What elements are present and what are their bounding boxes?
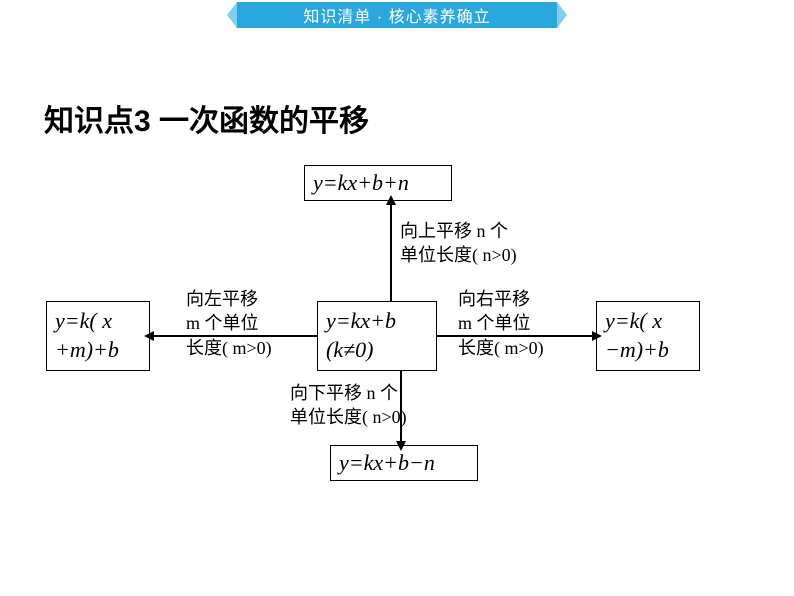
label-right-l2: m 个单位 [458, 311, 544, 335]
label-right: 向右平移 m 个单位 长度( m>0) [458, 287, 544, 360]
box-right-line2: −m)+b [605, 336, 691, 365]
header-banner: 知识清单 · 核心素养确立 [227, 2, 567, 28]
label-down-l2: 单位长度( n>0) [290, 405, 407, 429]
label-right-l3: 长度( m>0) [458, 336, 544, 360]
banner-arrow-right [557, 2, 567, 28]
banner-text: 知识清单 · 核心素养确立 [237, 2, 557, 28]
box-bottom-line1: y=kx+b−n [339, 449, 469, 478]
banner-arrow-left [227, 2, 237, 28]
box-top-line1: y=kx+b+n [313, 169, 443, 198]
translation-diagram: y=kx+b+n y=kx+b (k≠0) y=k( x +m)+b y=k( … [44, 165, 750, 485]
label-left-l1: 向左平移 [186, 287, 272, 311]
box-top: y=kx+b+n [304, 165, 452, 201]
box-left-line2: +m)+b [55, 336, 141, 365]
label-up-l2: 单位长度( n>0) [400, 243, 517, 267]
box-left-line1: y=k( x [55, 307, 141, 336]
label-down: 向下平移 n 个 单位长度( n>0) [290, 381, 407, 430]
label-left: 向左平移 m 个单位 长度( m>0) [186, 287, 272, 360]
box-center: y=kx+b (k≠0) [317, 301, 437, 371]
box-left: y=k( x +m)+b [46, 301, 150, 371]
label-right-l1: 向右平移 [458, 287, 544, 311]
page-title: 知识点3 一次函数的平移 [44, 96, 369, 140]
label-up-l1: 向上平移 n 个 [400, 219, 517, 243]
box-center-line2: (k≠0) [326, 336, 428, 365]
box-center-line1: y=kx+b [326, 307, 428, 336]
box-right: y=k( x −m)+b [596, 301, 700, 371]
label-left-l2: m 个单位 [186, 311, 272, 335]
label-down-l1: 向下平移 n 个 [290, 381, 407, 405]
label-up: 向上平移 n 个 单位长度( n>0) [400, 219, 517, 268]
box-right-line1: y=k( x [605, 307, 691, 336]
label-left-l3: 长度( m>0) [186, 336, 272, 360]
